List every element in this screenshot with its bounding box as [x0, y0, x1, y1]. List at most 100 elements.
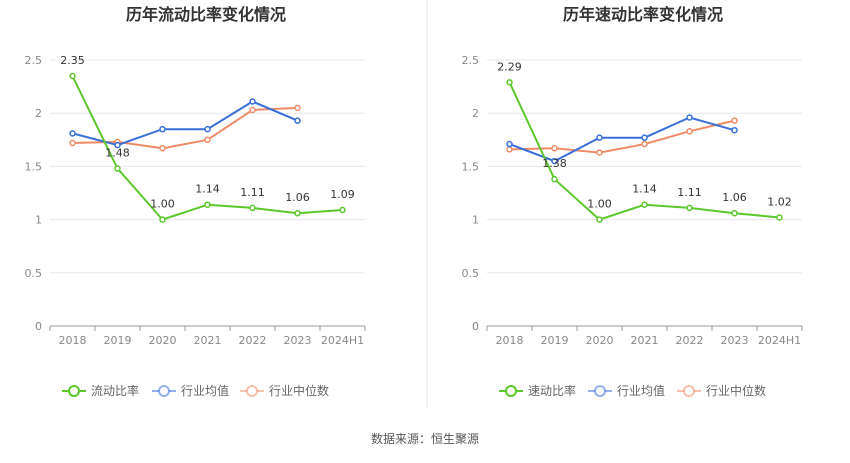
data-label: 2.29 [497, 60, 522, 73]
y-tick-label: 1.5 [25, 160, 43, 173]
source-note: 数据来源：恒生聚源 [371, 431, 479, 446]
y-tick-label: 2.5 [25, 54, 43, 67]
legend-item-company[interactable]: 速动比率 [499, 383, 576, 398]
axes: 0 0.5 1 1.5 2 2.5 2018 2019 2020 2021 2022 2023 2024… [25, 54, 366, 347]
legend: 流动比率 行业均值 行业中位数 [62, 383, 329, 398]
x-tick-label: 2022 [239, 334, 267, 347]
x-tick-label: 2020 [586, 334, 614, 347]
x-tick-label: 2019 [104, 334, 132, 347]
data-point-industry_avg [69, 130, 76, 137]
y-tick-label: 2 [35, 107, 42, 120]
data-point-industry_median [641, 140, 648, 148]
data-label: 1.14 [195, 183, 220, 196]
data-point-industry_avg [249, 98, 256, 105]
data-point-industry_median [204, 136, 211, 144]
gridlines [487, 59, 802, 274]
x-tick-label: 2024H1 [758, 334, 801, 347]
data-labels: 2.29 1.38 1.00 1.14 1.11 1.06 1.02 [497, 60, 792, 210]
data-point-company [641, 201, 648, 208]
data-point-company [731, 209, 738, 217]
gridlines [50, 59, 365, 274]
data-point-company [686, 204, 693, 212]
legend-marker-icon [683, 385, 695, 397]
data-label: 1.06 [722, 191, 747, 204]
x-tick-label: 2023 [284, 334, 312, 347]
chart-title: 历年流动比率变化情况 [126, 5, 286, 24]
data-point-industry_avg [731, 126, 738, 134]
legend-item-industry_median[interactable]: 行业中位数 [677, 383, 766, 398]
legend: 速动比率 行业均值 行业中位数 [499, 383, 766, 398]
y-tick-label: 0.5 [462, 267, 480, 280]
data-point-company [114, 165, 121, 172]
x-tick-label: 2020 [149, 334, 177, 347]
data-point-industry_avg [641, 134, 648, 141]
data-point-industry_avg [159, 125, 166, 133]
data-point-industry_avg [686, 114, 693, 121]
y-tick-label: 2 [472, 107, 479, 120]
data-point-industry_avg [506, 140, 513, 148]
data-point-company [551, 175, 558, 183]
legend-label: 流动比率 [91, 383, 139, 398]
series-line-industry_median [72, 106, 298, 150]
data-point-company [776, 214, 783, 221]
legend-label: 行业均值 [617, 383, 665, 398]
series-line-industry_avg [72, 100, 298, 147]
data-label: 1.00 [150, 198, 175, 211]
data-label: 1.06 [285, 191, 310, 204]
legend-item-industry_avg[interactable]: 行业均值 [152, 383, 229, 398]
data-point-company [506, 79, 513, 86]
legend-marker-icon [158, 385, 170, 397]
data-label: 1.11 [240, 186, 265, 199]
y-tick-label: 0 [472, 320, 479, 333]
data-point-company [294, 209, 301, 217]
y-tick-label: 1 [35, 214, 42, 227]
data-label: 1.14 [632, 183, 657, 196]
series-lines [69, 72, 346, 223]
data-point-industry_median [731, 117, 738, 124]
data-label: 1.02 [767, 195, 792, 208]
data-label: 1.48 [105, 147, 130, 160]
series-line-industry_avg [509, 116, 735, 163]
legend-marker-icon [505, 385, 517, 397]
x-tick-label: 2022 [676, 334, 704, 347]
axes: 0 0.5 1 1.5 2 2.5 2018 2019 2020 2021 2022 2023 2024… [462, 54, 803, 347]
x-tick-label: 2024H1 [321, 334, 364, 347]
data-point-industry_avg [551, 157, 558, 165]
legend-label: 行业中位数 [269, 383, 329, 398]
data-point-company [204, 201, 211, 208]
data-point-industry_median [551, 145, 558, 152]
data-point-industry_median [596, 149, 603, 156]
y-tick-label: 0 [35, 320, 42, 333]
y-tick-label: 1 [472, 214, 479, 227]
x-tick-label: 2021 [194, 334, 222, 347]
data-point-company [339, 206, 346, 214]
legend-marker-icon [246, 385, 258, 397]
legend-item-industry_median[interactable]: 行业中位数 [240, 383, 329, 398]
legend-item-company[interactable]: 流动比率 [62, 383, 139, 398]
series-line-industry_median [509, 119, 735, 154]
data-point-company [69, 72, 76, 80]
data-point-industry_avg [204, 125, 211, 133]
x-tick-label: 2021 [631, 334, 659, 347]
y-tick-label: 2.5 [462, 54, 480, 67]
data-point-company [596, 216, 603, 223]
chart-panel-quick-ratio: 历年速动比率变化情况 0 0.5 1 1.5 2 2.5 2018 2019 2020 2021 2… [462, 5, 803, 398]
chart-panel-current-ratio: 历年流动比率变化情况 0 0.5 1 1.5 2 2.5 2018 2019 2020 2021 2… [25, 5, 366, 398]
x-tick-label: 2023 [721, 334, 749, 347]
legend-item-industry_avg[interactable]: 行业均值 [588, 383, 665, 398]
chart-title: 历年速动比率变化情况 [563, 5, 723, 24]
data-point-company [159, 216, 166, 223]
legend-label: 行业中位数 [706, 383, 766, 398]
data-label: 2.35 [60, 54, 85, 67]
data-label: 1.09 [330, 188, 355, 201]
y-tick-label: 0.5 [25, 267, 43, 280]
data-point-industry_median [686, 128, 693, 135]
x-tick-label: 2019 [541, 334, 569, 347]
data-point-industry_avg [114, 141, 121, 149]
legend-label: 速动比率 [528, 383, 576, 398]
data-point-industry_median [69, 139, 76, 147]
data-label: 1.11 [677, 186, 702, 199]
data-point-industry_median [159, 145, 166, 152]
